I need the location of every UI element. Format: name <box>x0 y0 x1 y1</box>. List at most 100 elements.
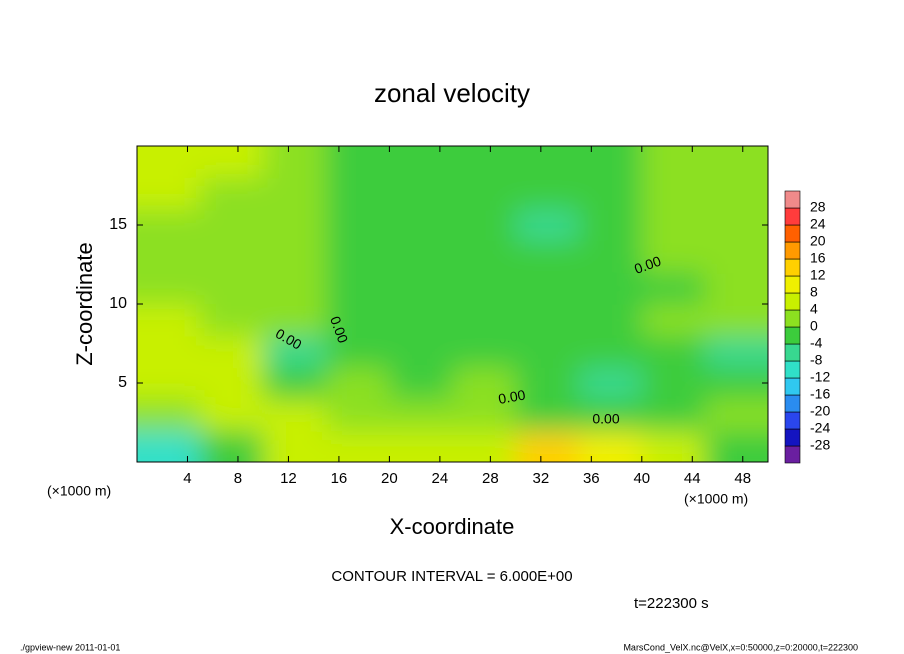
colorbar-label: 20 <box>810 233 826 249</box>
cell <box>641 335 706 368</box>
colorbar-box <box>784 258 801 277</box>
x-tick-label: 16 <box>331 470 348 487</box>
cell <box>200 272 264 305</box>
cell <box>389 398 453 431</box>
cell <box>326 272 390 305</box>
cell <box>452 272 517 305</box>
cell <box>641 177 706 210</box>
cell <box>263 272 327 305</box>
cell <box>578 430 643 462</box>
colorbar-box <box>784 428 801 447</box>
cell <box>326 304 390 337</box>
cell <box>515 240 580 273</box>
cell <box>137 430 201 462</box>
cell <box>389 430 453 462</box>
y-axis-label: Z-coordinate <box>72 242 97 366</box>
cell <box>137 146 201 179</box>
cell <box>515 367 580 400</box>
cell <box>263 430 327 462</box>
x-tick-label: 48 <box>734 470 751 487</box>
colorbar-box <box>784 343 801 362</box>
cell <box>704 430 768 462</box>
colorbar-box <box>784 275 801 294</box>
colorbar-box <box>784 411 801 430</box>
cell <box>137 335 201 368</box>
colorbar-label: -16 <box>810 386 830 402</box>
cell <box>515 209 580 242</box>
x-tick-label: 44 <box>684 470 701 487</box>
y-unit-label: (×1000 m) <box>47 483 111 499</box>
colorbar-label: 16 <box>810 250 826 266</box>
colorbar-box <box>784 207 801 226</box>
colorbar-box <box>784 326 801 345</box>
colorbar-box <box>784 394 801 413</box>
y-tick-label: 5 <box>118 374 127 391</box>
cell <box>641 430 706 462</box>
cell <box>137 209 201 242</box>
cell <box>263 240 327 273</box>
colorbar-box <box>784 360 801 379</box>
cell <box>137 367 201 400</box>
cell <box>263 146 327 179</box>
cell <box>704 398 768 431</box>
cell <box>704 272 768 305</box>
cell <box>200 177 264 210</box>
cell <box>641 146 706 179</box>
cell <box>578 272 643 305</box>
x-tick-label: 8 <box>234 470 242 487</box>
x-tick-label: 36 <box>583 470 600 487</box>
cell <box>326 367 390 400</box>
cell <box>326 177 390 210</box>
cell <box>578 398 643 431</box>
cell <box>515 304 580 337</box>
colorbar-box <box>784 377 801 396</box>
field <box>137 146 768 462</box>
cell <box>452 177 517 210</box>
cell <box>200 367 264 400</box>
colorbar-label: -20 <box>810 403 830 419</box>
cell <box>200 240 264 273</box>
cell <box>578 304 643 337</box>
colorbar-box <box>784 309 801 328</box>
cell <box>515 335 580 368</box>
colorbar-box <box>784 241 801 260</box>
colorbar-label: -8 <box>810 352 823 368</box>
cell <box>326 430 390 462</box>
y-tick-label: 15 <box>109 216 127 233</box>
cell <box>200 430 264 462</box>
cell <box>389 367 453 400</box>
cell <box>389 209 453 242</box>
x-tick-label: 32 <box>532 470 549 487</box>
cell <box>389 304 453 337</box>
cell <box>515 177 580 210</box>
colorbar-box <box>784 224 801 243</box>
cell <box>578 240 643 273</box>
colorbar-box <box>784 445 801 464</box>
cell <box>452 209 517 242</box>
cell <box>578 177 643 210</box>
cell <box>326 240 390 273</box>
cell <box>389 240 453 273</box>
footer-right: MarsCond_VelX.nc@VelX,x=0:50000,z=0:2000… <box>623 642 858 652</box>
cell <box>326 335 390 368</box>
cell <box>389 335 453 368</box>
colorbar-box <box>784 292 801 311</box>
cell <box>641 367 706 400</box>
colorbar-label: 12 <box>810 267 826 283</box>
cell <box>704 367 768 400</box>
cell <box>641 209 706 242</box>
cell <box>704 146 768 179</box>
footer-left: ./gpview-new 2011-01-01 <box>20 642 120 652</box>
contour-interval: CONTOUR INTERVAL = 6.000E+00 <box>331 568 572 585</box>
cell <box>263 335 327 368</box>
colorbar-label: 24 <box>810 216 826 232</box>
chart-title: zonal velocity <box>374 78 530 108</box>
colorbar-label: 8 <box>810 284 818 300</box>
x-tick-label: 40 <box>633 470 650 487</box>
cell <box>578 335 643 368</box>
cell <box>704 240 768 273</box>
x-tick-label: 28 <box>482 470 499 487</box>
cell <box>326 146 390 179</box>
colorbar-label: -4 <box>810 335 823 351</box>
colorbar-label: -28 <box>810 437 830 453</box>
